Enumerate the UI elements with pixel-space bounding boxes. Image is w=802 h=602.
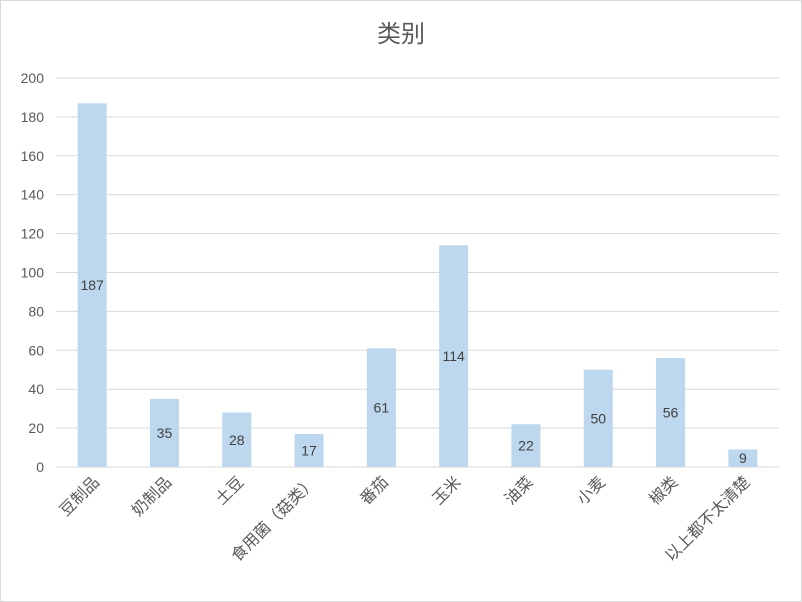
data-label: 35 [157, 425, 173, 441]
bar [511, 424, 541, 467]
y-tick-label: 120 [21, 226, 45, 242]
bar [583, 369, 613, 467]
data-label: 114 [442, 348, 465, 364]
y-tick-label: 80 [28, 303, 44, 319]
data-label: 187 [80, 277, 104, 293]
y-tick-label: 40 [28, 381, 44, 397]
x-tick-label: 油菜 [501, 472, 537, 508]
data-label: 9 [739, 450, 747, 466]
y-tick-label: 60 [28, 342, 44, 358]
x-tick-label: 奶制品 [128, 472, 175, 519]
x-tick-label: 小麦 [573, 472, 609, 508]
bar [294, 433, 324, 467]
y-tick-label: 160 [21, 148, 45, 164]
bar [728, 449, 758, 467]
bar [222, 412, 252, 467]
data-label: 50 [590, 410, 606, 426]
y-tick-label: 200 [21, 70, 45, 86]
data-label: 17 [301, 442, 317, 458]
x-tick-label: 豆制品 [56, 472, 103, 519]
bar [366, 348, 396, 467]
y-tick-label: 100 [21, 265, 45, 281]
bar [656, 358, 686, 467]
y-tick-label: 180 [21, 109, 45, 125]
y-axis-ticks: 0 20 40 60 80 100 120 140 160 180 200 [21, 70, 45, 475]
bars [77, 103, 758, 467]
x-tick-label: 土豆 [212, 472, 248, 508]
y-tick-label: 140 [21, 187, 45, 203]
data-labels: 187 35 28 17 61 114 22 50 56 9 [80, 277, 746, 466]
data-label: 56 [663, 405, 679, 421]
bar [149, 398, 179, 467]
data-label: 61 [374, 400, 390, 416]
data-label: 28 [229, 432, 245, 448]
data-label: 22 [518, 438, 534, 454]
x-tick-label: 椒类 [645, 472, 681, 508]
bar [439, 245, 469, 467]
x-tick-label: 番茄 [356, 472, 392, 508]
x-tick-label: 玉米 [428, 472, 464, 508]
chart-title: 类别 [377, 20, 425, 48]
y-tick-label: 20 [28, 420, 44, 436]
bar [77, 103, 107, 467]
y-tick-label: 0 [36, 459, 44, 475]
